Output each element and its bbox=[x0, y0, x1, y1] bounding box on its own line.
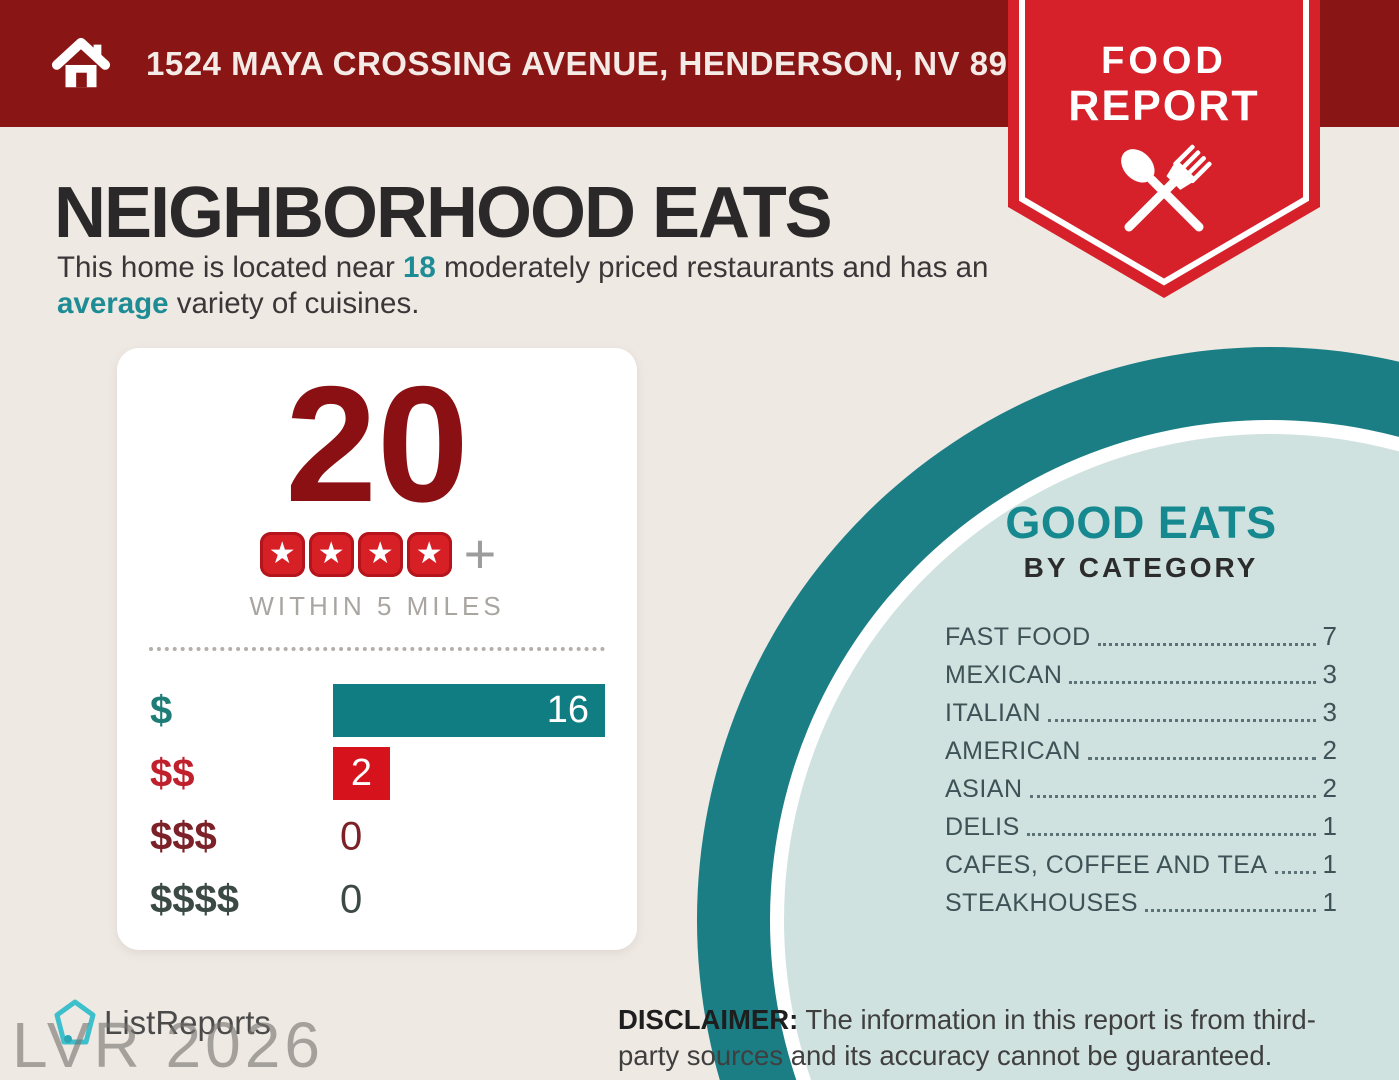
bar-value-2dollar: 2 bbox=[350, 752, 373, 794]
listreports-wordmark: ListReports bbox=[104, 1004, 271, 1041]
radius-label: WITHIN 5 MILES bbox=[249, 591, 505, 621]
restaurant-total-count: 20 bbox=[285, 352, 469, 536]
home-icon bbox=[51, 37, 111, 87]
good-eats-subtitle: BY CATEGORY bbox=[1023, 552, 1259, 583]
dotted-leader bbox=[1069, 681, 1316, 684]
star-icon: ★ bbox=[259, 531, 305, 577]
intro-part1: This home is located near bbox=[57, 251, 403, 284]
price-row-1: $ 16 bbox=[117, 679, 637, 742]
listreports-logo: ListReports bbox=[52, 998, 271, 1048]
good-eats-panel: GOOD EATS BY CATEGORY FAST FOOD 7 MEXICA… bbox=[945, 497, 1337, 922]
category-row: STEAKHOUSES 1 bbox=[945, 884, 1337, 922]
bar-value-4dollar: 0 bbox=[340, 877, 363, 921]
listreports-house-icon bbox=[54, 999, 96, 1045]
dotted-leader bbox=[1048, 719, 1316, 722]
dotted-leader bbox=[1274, 871, 1316, 874]
price-level-bar-chart: $ 16 $$ 2 $$$ 0 $$$$ 0 bbox=[117, 679, 637, 931]
category-row: DELIS 1 bbox=[945, 808, 1337, 846]
category-row: FAST FOOD 7 bbox=[945, 618, 1337, 656]
good-eats-title: GOOD EATS bbox=[1005, 497, 1277, 548]
intro-sentence: This home is located near 18 moderately … bbox=[57, 250, 997, 322]
intro-part2: moderately priced restaurants and has an bbox=[435, 251, 989, 284]
category-label: FAST FOOD bbox=[945, 623, 1091, 651]
star-rating: ★ ★ ★ ★ + bbox=[117, 521, 637, 585]
star-icon: ★ bbox=[357, 531, 403, 577]
dotted-leader bbox=[1087, 757, 1316, 760]
category-count: 2 bbox=[1322, 735, 1337, 765]
star-icon: ★ bbox=[406, 531, 452, 577]
category-label: ITALIAN bbox=[945, 699, 1042, 727]
dotted-leader bbox=[1029, 795, 1316, 798]
category-count: 7 bbox=[1322, 621, 1337, 651]
ribbon-line1: FOOD bbox=[1101, 40, 1227, 82]
category-row: ASIAN 2 bbox=[945, 770, 1337, 808]
disclaimer-text: The information in this report is from t… bbox=[618, 1004, 1316, 1071]
restaurant-stats-card: 20 ★ ★ ★ ★ + WITHIN 5 MILES $ 16 $$ 2 $$$ 0 bbox=[117, 348, 637, 950]
category-list: FAST FOOD 7 MEXICAN 3 ITALIAN 3 bbox=[945, 618, 1337, 922]
ribbon-line2: REPORT bbox=[1068, 82, 1260, 130]
property-address: 1524 MAYA CROSSING AVENUE, HENDERSON, NV… bbox=[146, 44, 1064, 82]
disclaimer: DISCLAIMER: The information in this repo… bbox=[618, 1002, 1358, 1074]
star-tiles: ★ ★ ★ ★ bbox=[258, 531, 454, 577]
restaurant-count-highlight: 18 bbox=[402, 251, 436, 284]
variety-highlight: average bbox=[57, 286, 169, 320]
price-label-4dollar: $$$$ bbox=[150, 877, 239, 921]
bar-2dollar: 2 bbox=[333, 747, 390, 800]
price-label-2dollar: $$ bbox=[150, 751, 195, 795]
category-count: 1 bbox=[1322, 849, 1337, 879]
plus-sign: + bbox=[463, 521, 497, 585]
dotted-leader bbox=[1145, 909, 1316, 912]
bar-value-1dollar: 16 bbox=[546, 689, 589, 731]
ribbon-shape bbox=[1008, 0, 1320, 298]
star-icon: ★ bbox=[308, 531, 354, 577]
food-report-ribbon: FOOD REPORT bbox=[1008, 0, 1320, 300]
price-label-3dollar: $$$ bbox=[150, 814, 217, 858]
intro-part3: variety of cuisines. bbox=[168, 286, 420, 320]
category-count: 1 bbox=[1322, 887, 1337, 917]
watermark: LVR 2026 bbox=[12, 1009, 324, 1080]
category-label: AMERICAN bbox=[945, 737, 1081, 765]
category-row: CAFES, COFFEE AND TEA 1 bbox=[945, 846, 1337, 884]
price-row-3: $$$ 0 bbox=[117, 805, 637, 868]
price-row-2: $$ 2 bbox=[117, 742, 637, 805]
category-row: ITALIAN 3 bbox=[945, 694, 1337, 732]
dotted-divider bbox=[149, 647, 605, 651]
category-label: DELIS bbox=[945, 813, 1020, 841]
price-row-4: $$$$ 0 bbox=[117, 868, 637, 931]
category-label: MEXICAN bbox=[945, 661, 1063, 689]
crossed-spoon-fork-icon bbox=[1121, 144, 1212, 232]
dotted-leader bbox=[1097, 643, 1316, 646]
bar-value-3dollar: 0 bbox=[340, 814, 363, 858]
dotted-leader bbox=[1026, 833, 1316, 836]
category-count: 1 bbox=[1322, 811, 1337, 841]
bar-1dollar: 16 bbox=[333, 684, 605, 737]
category-label: CAFES, COFFEE AND TEA bbox=[945, 851, 1268, 879]
category-label: STEAKHOUSES bbox=[945, 889, 1139, 917]
price-label-1dollar: $ bbox=[150, 688, 173, 732]
category-count: 3 bbox=[1322, 697, 1337, 727]
category-row: MEXICAN 3 bbox=[945, 656, 1337, 694]
category-count: 2 bbox=[1322, 773, 1337, 803]
disclaimer-label: DISCLAIMER: bbox=[618, 1004, 799, 1035]
category-count: 3 bbox=[1322, 659, 1337, 689]
page-title: NEIGHBORHOOD EATS bbox=[54, 173, 833, 253]
category-label: ASIAN bbox=[945, 775, 1023, 803]
category-row: AMERICAN 2 bbox=[945, 732, 1337, 770]
